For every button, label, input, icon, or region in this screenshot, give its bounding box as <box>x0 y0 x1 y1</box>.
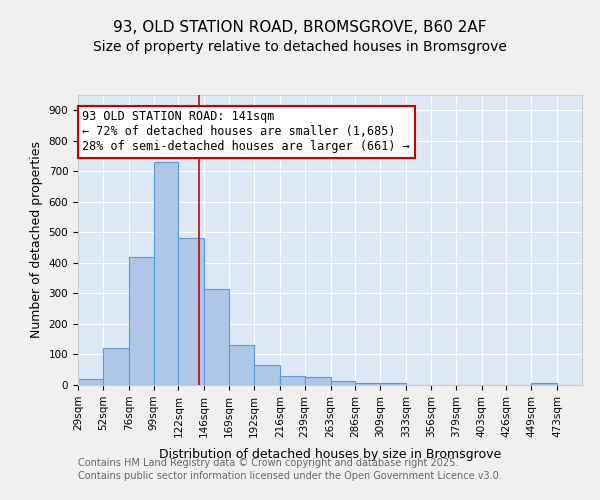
Bar <box>129 257 154 385</box>
Bar <box>103 348 129 385</box>
Bar <box>305 378 331 385</box>
Bar <box>355 382 380 385</box>
Text: 93 OLD STATION ROAD: 141sqm
← 72% of detached houses are smaller (1,685)
28% of : 93 OLD STATION ROAD: 141sqm ← 72% of det… <box>82 110 410 154</box>
Bar <box>204 289 229 385</box>
Text: 93, OLD STATION ROAD, BROMSGROVE, B60 2AF: 93, OLD STATION ROAD, BROMSGROVE, B60 2A… <box>113 20 487 35</box>
Bar <box>254 365 280 385</box>
Bar <box>178 238 204 385</box>
Text: Contains HM Land Registry data © Crown copyright and database right 2025.: Contains HM Land Registry data © Crown c… <box>78 458 458 468</box>
Bar <box>78 379 103 385</box>
Bar <box>380 382 406 385</box>
Text: Size of property relative to detached houses in Bromsgrove: Size of property relative to detached ho… <box>93 40 507 54</box>
Bar <box>331 382 355 385</box>
Y-axis label: Number of detached properties: Number of detached properties <box>30 142 43 338</box>
Text: Contains public sector information licensed under the Open Government Licence v3: Contains public sector information licen… <box>78 471 502 481</box>
Bar <box>154 162 178 385</box>
Bar <box>531 382 557 385</box>
Bar <box>280 376 305 385</box>
Bar <box>229 346 254 385</box>
X-axis label: Distribution of detached houses by size in Bromsgrove: Distribution of detached houses by size … <box>159 448 501 461</box>
